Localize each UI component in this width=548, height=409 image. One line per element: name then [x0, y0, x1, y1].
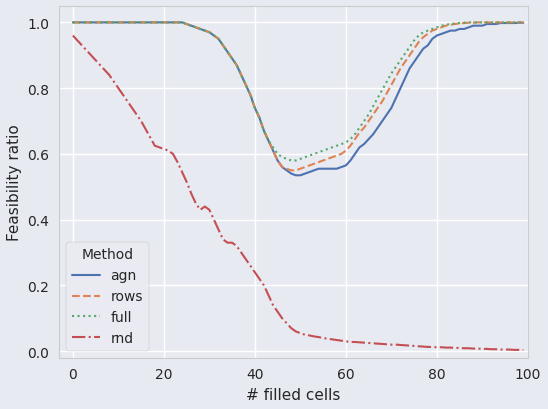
full — [288, 159, 295, 164]
rows — [288, 169, 295, 173]
Line: rows: rows — [73, 23, 523, 171]
rnd — [156, 146, 163, 151]
Legend: agn, rows, full, rnd: agn, rows, full, rnd — [66, 243, 149, 351]
full — [520, 21, 527, 26]
full — [488, 21, 495, 26]
rows — [488, 21, 495, 26]
rnd — [338, 338, 345, 343]
rnd — [174, 160, 181, 165]
rows — [306, 164, 313, 169]
rows — [502, 21, 509, 26]
full — [70, 21, 76, 26]
agn — [520, 21, 527, 26]
rows — [174, 21, 181, 26]
full — [306, 154, 313, 159]
rows — [520, 21, 527, 26]
agn — [174, 21, 181, 26]
agn — [342, 164, 349, 169]
rows — [70, 21, 76, 26]
rnd — [497, 347, 504, 352]
Line: rnd: rnd — [73, 36, 523, 350]
agn — [306, 170, 313, 175]
rnd — [520, 348, 527, 353]
agn — [502, 22, 509, 27]
agn — [488, 22, 495, 27]
X-axis label: # filled cells: # filled cells — [247, 387, 341, 402]
full — [502, 21, 509, 26]
rnd — [301, 333, 308, 337]
full — [342, 141, 349, 146]
full — [174, 21, 181, 26]
agn — [70, 21, 76, 26]
rnd — [484, 346, 490, 351]
Y-axis label: Feasibility ratio: Feasibility ratio — [7, 124, 22, 240]
rnd — [511, 348, 517, 353]
rnd — [70, 34, 76, 39]
Line: agn: agn — [73, 23, 523, 176]
agn — [293, 173, 299, 178]
agn — [156, 21, 163, 26]
rows — [342, 149, 349, 154]
Line: full: full — [73, 23, 523, 161]
full — [156, 21, 163, 26]
rows — [156, 21, 163, 26]
